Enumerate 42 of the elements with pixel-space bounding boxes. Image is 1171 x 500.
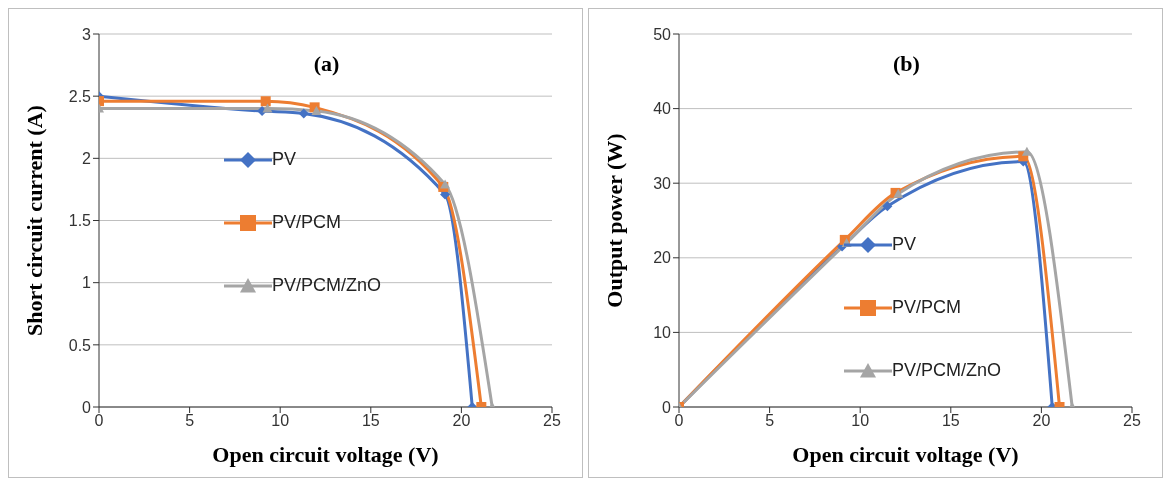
text: (a): [313, 51, 340, 76]
x-tick-label: 20: [452, 412, 471, 430]
point: [311, 106, 322, 116]
legend-label: PV/PCM/ZnO: [892, 360, 1002, 381]
x-tick-label: 0: [94, 412, 104, 430]
point: [262, 103, 273, 113]
y-axis-title: Short circuit current (A): [21, 105, 47, 336]
y-tick-label: 0.5: [68, 336, 92, 354]
text: (b): [893, 51, 920, 76]
legend-label: PV/PCM: [272, 212, 342, 233]
y-tick-label: 0: [82, 398, 92, 416]
x-axis-title: Open circuit voltage (V): [792, 442, 1019, 467]
point: [298, 108, 309, 119]
y-tick-label: 1: [82, 274, 92, 292]
x-tick-label: 5: [765, 412, 775, 430]
y-axis-title: Output power (W): [601, 133, 627, 308]
x-tick-label: 25: [543, 412, 561, 430]
y-tick-label: 30: [653, 174, 672, 192]
y-tick-label: 1.5: [68, 212, 92, 230]
legend-label: PV: [892, 234, 917, 255]
y-tick-label: 20: [653, 249, 672, 267]
legend-label: PV: [272, 149, 297, 170]
y-tick-label: 3: [82, 25, 92, 43]
x-tick-label: 0: [674, 412, 684, 430]
legend-label: PV/PCM: [892, 297, 962, 318]
x-tick-label: 20: [1032, 412, 1051, 430]
y-tick-label: 0: [662, 398, 672, 416]
x-tick-label: 10: [851, 412, 870, 430]
legend-label: PV/PCM/ZnO: [272, 275, 382, 296]
x-tick-label: 15: [941, 412, 960, 430]
y-tick-label: 40: [653, 100, 672, 118]
x-tick-label: 5: [185, 412, 195, 430]
point: [260, 96, 271, 107]
x-tick-label: 15: [361, 412, 380, 430]
x-tick-label: 25: [1123, 412, 1141, 430]
y-tick-label: 2: [82, 150, 92, 168]
x-axis-title: Open circuit voltage (V): [212, 442, 439, 467]
x-tick-label: 10: [271, 412, 290, 430]
point: [882, 201, 893, 212]
y-tick-label: 50: [653, 25, 672, 43]
y-tick-label: 2.5: [68, 87, 92, 105]
y-tick-label: 10: [653, 324, 672, 342]
